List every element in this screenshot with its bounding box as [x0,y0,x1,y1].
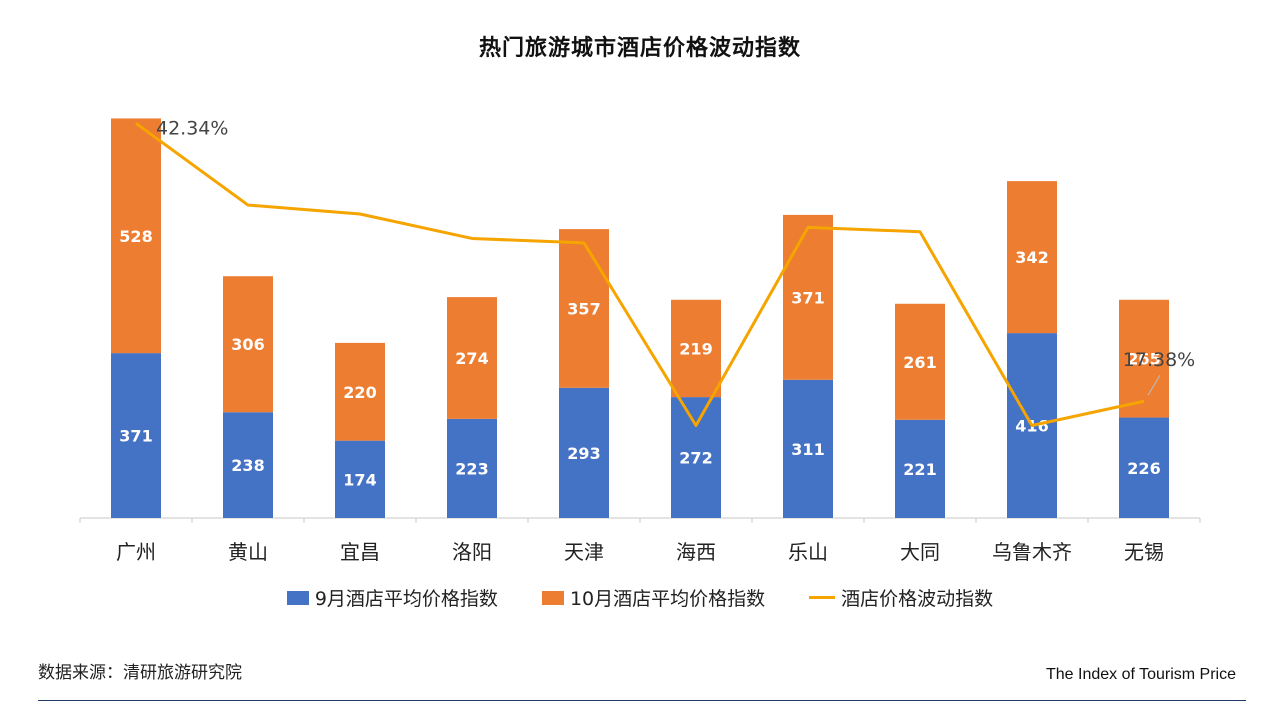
x-tick-label: 广州 [116,540,156,564]
data-label-october: 371 [791,288,824,307]
data-label-september: 174 [343,470,376,489]
legend-label-october: 10月酒店平均价格指数 [569,588,766,610]
bar-september [223,412,273,518]
bar-october [111,118,161,354]
bar-september [335,440,385,518]
data-label-october: 265 [1127,350,1160,369]
data-label-september: 371 [119,427,152,446]
bar-september [447,418,497,518]
chart-legend: 9月酒店平均价格指数 10月酒店平均价格指数 酒店价格波动指数 [0,584,1280,611]
data-label-september: 293 [567,444,600,463]
legend-swatch-october [541,590,564,605]
bar-october [223,276,273,413]
x-tick-label: 乐山 [788,540,828,564]
x-tick-label: 宜昌 [340,540,380,564]
data-label-september: 223 [455,459,488,478]
legend-label-volatility: 酒店价格波动指数 [841,588,994,610]
x-tick-label: 海西 [676,540,716,564]
bar-october [335,342,385,441]
x-tick-label: 天津 [564,540,604,564]
x-tick-label: 大同 [900,540,940,564]
line-volatility [135,122,1145,428]
data-label-october: 274 [455,349,488,368]
legend-item-september: 9月酒店平均价格指数 [286,584,498,611]
bar-october [895,303,945,420]
x-tick-label: 洛阳 [452,540,492,564]
bar-september [895,419,945,518]
footer-brand: The Index of Tourism Price [1045,666,1236,683]
data-label-october: 357 [567,299,600,318]
line-data-label: 42.34% [156,117,228,139]
data-label-october: 219 [679,339,712,358]
data-label-september: 226 [1127,459,1160,478]
bar-september [559,387,609,518]
legend-swatch-volatility [809,596,836,599]
data-source-note: 数据来源：清研旅游研究院 [38,663,242,683]
bar-october [671,299,721,398]
legend-item-volatility: 酒店价格波动指数 [809,584,993,611]
bar-september [783,379,833,518]
bar-october [1007,181,1057,334]
line-label-leader [1147,374,1161,396]
x-tick-label: 无锡 [1124,540,1164,564]
data-label-september: 238 [231,456,264,475]
x-tick-label: 黄山 [228,540,268,564]
bar-october [559,229,609,388]
data-label-october: 528 [119,227,152,246]
data-label-september: 311 [791,440,824,459]
data-label-october: 220 [343,383,376,402]
data-label-october: 261 [903,353,936,372]
legend-swatch-september [286,590,309,605]
legend-item-october: 10月酒店平均价格指数 [541,584,766,611]
legend-label-september: 9月酒店平均价格指数 [314,588,498,610]
bar-october [447,297,497,419]
data-label-october: 306 [231,335,264,354]
data-label-october: 342 [1015,248,1048,267]
line-data-label: 17.38% [1123,349,1195,371]
bar-october [1119,299,1169,418]
chart-title: 热门旅游城市酒店价格波动指数 [478,36,801,61]
data-label-september: 272 [679,449,712,468]
bar-september [671,397,721,518]
bar-september [111,353,161,518]
bar-september [1119,417,1169,518]
footer-divider [38,700,1246,701]
bar-october [783,214,833,380]
x-tick-label: 乌鲁木齐 [992,540,1072,564]
data-label-september: 221 [903,460,936,479]
